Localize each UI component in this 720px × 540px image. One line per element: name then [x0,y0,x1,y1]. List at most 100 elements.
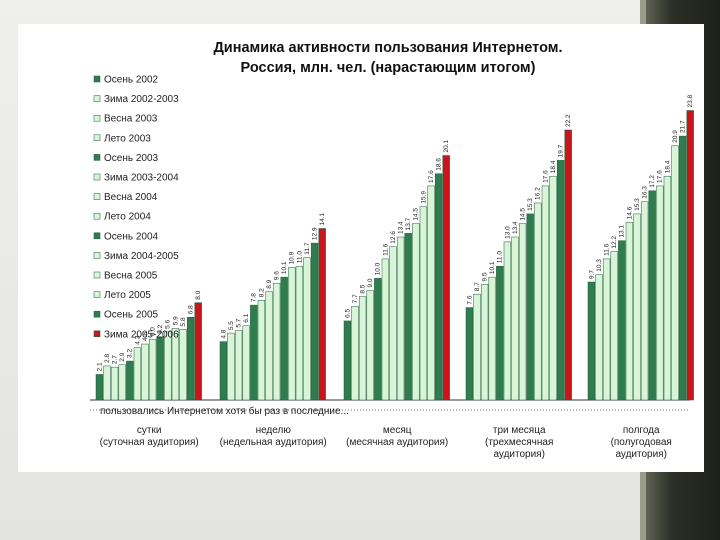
bar [541,185,550,401]
bar [496,265,504,401]
bar [250,304,258,401]
bar [503,241,512,401]
legend-entry: Зима 2005-2006 [104,329,179,340]
bar-value-label: 17.6 [657,170,664,183]
bar-value-label: 11.6 [382,243,389,256]
legend-swatch [93,173,101,181]
bar-value-label: 15.3 [634,198,641,211]
x-axis-title: пользовались Интернетом хотя бы раз в по… [100,405,349,417]
bar [343,320,352,401]
bar [473,293,481,401]
bar [419,206,428,401]
bar-value-label: 8.7 [474,282,481,291]
group-label: (суточная аудитория) [100,437,199,448]
bar [194,302,202,401]
bar-value-label: 10.1 [489,261,496,274]
legend-swatch [93,193,101,200]
bar [678,135,687,401]
bar-value-label: 20.9 [672,130,679,143]
bar-value-label: 5.9 [172,316,179,325]
bar-value-label: 12.9 [312,227,319,240]
bar-value-label: 8.5 [360,284,367,293]
legend-entry: Лето 2005 [104,290,151,301]
bar [171,327,180,401]
bar-value-label: 11.6 [604,243,611,256]
bar [625,222,634,401]
bar [141,343,149,401]
bar-value-label: 23.8 [687,94,694,107]
bar-value-label: 18.4 [550,160,557,173]
bar [358,296,367,401]
legend-swatch [93,330,101,338]
bar [633,213,641,401]
bar-value-label: 13.0 [504,226,511,239]
bar [148,338,157,401]
bar-value-label: 10.1 [281,261,288,274]
bar-value-label: 5.5 [228,321,235,330]
bar [156,336,164,401]
bar [351,306,359,401]
bar [595,274,603,401]
bar [602,258,611,401]
chart-panel: Динамика активности пользования Интернет… [18,24,704,472]
bar [648,190,656,401]
bar-value-label: 14.5 [520,208,527,221]
bar [95,374,104,401]
bar [374,278,382,401]
bar [556,160,565,401]
legend-swatch [93,271,101,279]
bar [103,365,111,401]
bar [518,223,527,401]
bar-value-label: 4.8 [220,329,227,338]
legend-entry: Осень 2002 [104,75,159,86]
bar [442,155,450,401]
bar [366,290,374,401]
bar [265,291,273,401]
bar-value-label: 17.6 [428,170,435,183]
bar [564,129,572,401]
bar [480,284,489,401]
bar [219,341,228,401]
bar [656,185,664,401]
legend-entry: Осень 2005 [104,310,159,321]
bar-value-label: 2.9 [119,352,126,361]
bar-value-label: 5.0 [150,327,157,336]
bar [389,246,397,401]
bar [549,175,557,401]
group-label: аудитория) [493,449,544,460]
legend-swatch [93,154,101,161]
bar-value-label: 4.3 [134,335,141,344]
bar [234,330,243,401]
bar-value-label: 11.0 [296,251,303,264]
bar-value-label: 18.6 [436,158,443,171]
bar [280,276,288,401]
bar-value-label: 16.3 [642,186,649,199]
bar-value-label: 6.8 [188,305,195,314]
legend-swatch [93,232,101,240]
legend-entry: Осень 2003 [104,153,159,164]
bar-value-label: 7.8 [251,293,258,302]
bar-value-label: 5.6 [165,319,172,328]
legend-entry: Лето 2003 [104,133,151,144]
legend-entry: Зима 2004-2005 [104,251,179,262]
legend-swatch [93,75,101,83]
legend-entry: Весна 2005 [104,271,158,282]
bar-value-label: 9.0 [367,278,374,287]
bar-value-label: 19.7 [558,144,565,157]
bar-value-label: 9.7 [588,270,595,279]
bar [164,331,172,401]
group-label: месяц [383,425,412,436]
chart-title-line1: Динамика активности пользования Интернет… [213,40,563,56]
bar-value-label: 13.1 [619,225,626,238]
bar [295,265,304,401]
bar [686,110,694,401]
bar [671,145,679,401]
bar-value-label: 7.7 [352,294,359,303]
bar-value-label: 2.7 [112,355,119,364]
bar [412,223,420,401]
bar [610,251,618,401]
bar [272,282,281,401]
bar [640,201,649,401]
group-label: три месяца [493,425,546,436]
chart-title: Динамика активности пользования Интернет… [158,38,618,78]
